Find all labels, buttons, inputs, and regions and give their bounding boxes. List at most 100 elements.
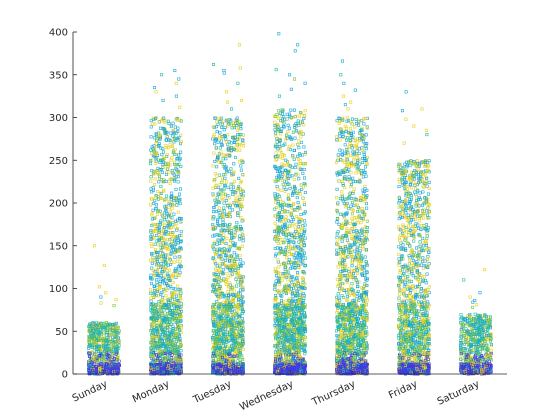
data-point (105, 352, 109, 356)
data-point (151, 188, 155, 192)
data-point (156, 190, 160, 194)
data-point (228, 170, 232, 174)
data-point (170, 191, 174, 195)
data-point (171, 281, 175, 285)
data-point (167, 286, 171, 290)
data-point (230, 107, 234, 111)
data-point (176, 126, 180, 130)
data-point (178, 202, 182, 206)
data-point (301, 196, 305, 200)
data-point (178, 259, 182, 263)
data-point (161, 98, 165, 102)
data-point (174, 81, 178, 85)
data-point (229, 274, 233, 278)
data-point (296, 154, 300, 158)
data-point (159, 184, 163, 188)
data-point (166, 226, 170, 230)
data-point (241, 239, 245, 243)
data-point (275, 184, 279, 188)
data-point (235, 221, 239, 225)
data-point (111, 335, 115, 339)
data-point (281, 156, 285, 160)
data-point (239, 168, 243, 172)
data-point (149, 258, 153, 262)
data-point (179, 150, 183, 154)
data-point (153, 177, 157, 181)
data-point (117, 341, 121, 345)
data-point (162, 273, 166, 277)
data-point (232, 185, 236, 189)
data-point (233, 179, 237, 183)
data-point (89, 351, 93, 355)
data-point (297, 114, 301, 118)
data-point (150, 245, 154, 249)
data-point (234, 194, 238, 198)
data-point (222, 233, 226, 237)
data-point (93, 244, 97, 248)
data-point (298, 192, 302, 196)
data-point (226, 290, 230, 294)
data-point (149, 119, 153, 123)
data-point (175, 203, 179, 207)
data-point (238, 207, 242, 211)
data-point (179, 230, 183, 234)
data-point (225, 236, 229, 240)
data-point (225, 272, 229, 276)
data-point (151, 208, 155, 212)
data-point (169, 131, 173, 135)
data-point (221, 268, 225, 272)
data-point (99, 295, 103, 299)
data-point (215, 233, 219, 237)
data-point (278, 236, 282, 240)
data-point (218, 146, 222, 150)
data-point (172, 260, 176, 264)
data-point (225, 180, 229, 184)
data-point (219, 139, 223, 143)
data-point (230, 208, 234, 212)
data-point (176, 284, 180, 288)
data-point (149, 203, 153, 207)
data-point (149, 299, 153, 303)
data-point (217, 173, 221, 177)
data-point (117, 343, 121, 347)
data-point (175, 222, 179, 226)
data-point (213, 260, 217, 264)
data-point (279, 188, 283, 192)
data-point (99, 352, 103, 356)
data-point (297, 177, 301, 181)
data-point (168, 268, 172, 272)
series-monday (149, 68, 183, 376)
data-point (239, 216, 243, 220)
data-point (112, 304, 116, 308)
data-point (275, 274, 279, 278)
data-point (240, 244, 244, 248)
data-point (302, 145, 306, 149)
data-point (296, 201, 300, 205)
data-point (155, 233, 159, 237)
data-point (237, 43, 241, 47)
data-point (176, 130, 180, 134)
data-point (160, 170, 164, 174)
data-point (273, 221, 277, 225)
data-point (149, 179, 153, 183)
data-point (158, 126, 162, 130)
data-point (238, 66, 242, 70)
data-point (238, 254, 242, 258)
data-point (282, 125, 286, 129)
data-point (149, 175, 153, 179)
data-point (87, 354, 91, 358)
data-point (221, 157, 225, 161)
data-point (279, 241, 283, 245)
data-point (226, 143, 230, 147)
data-point (164, 194, 168, 198)
data-point (215, 174, 219, 178)
data-point (226, 185, 230, 189)
data-point (279, 132, 283, 136)
data-point (293, 136, 297, 140)
data-point (274, 279, 278, 283)
data-point (176, 180, 180, 184)
data-point (177, 77, 181, 81)
data-point (152, 202, 156, 206)
data-point (158, 222, 162, 226)
data-point (215, 120, 219, 124)
